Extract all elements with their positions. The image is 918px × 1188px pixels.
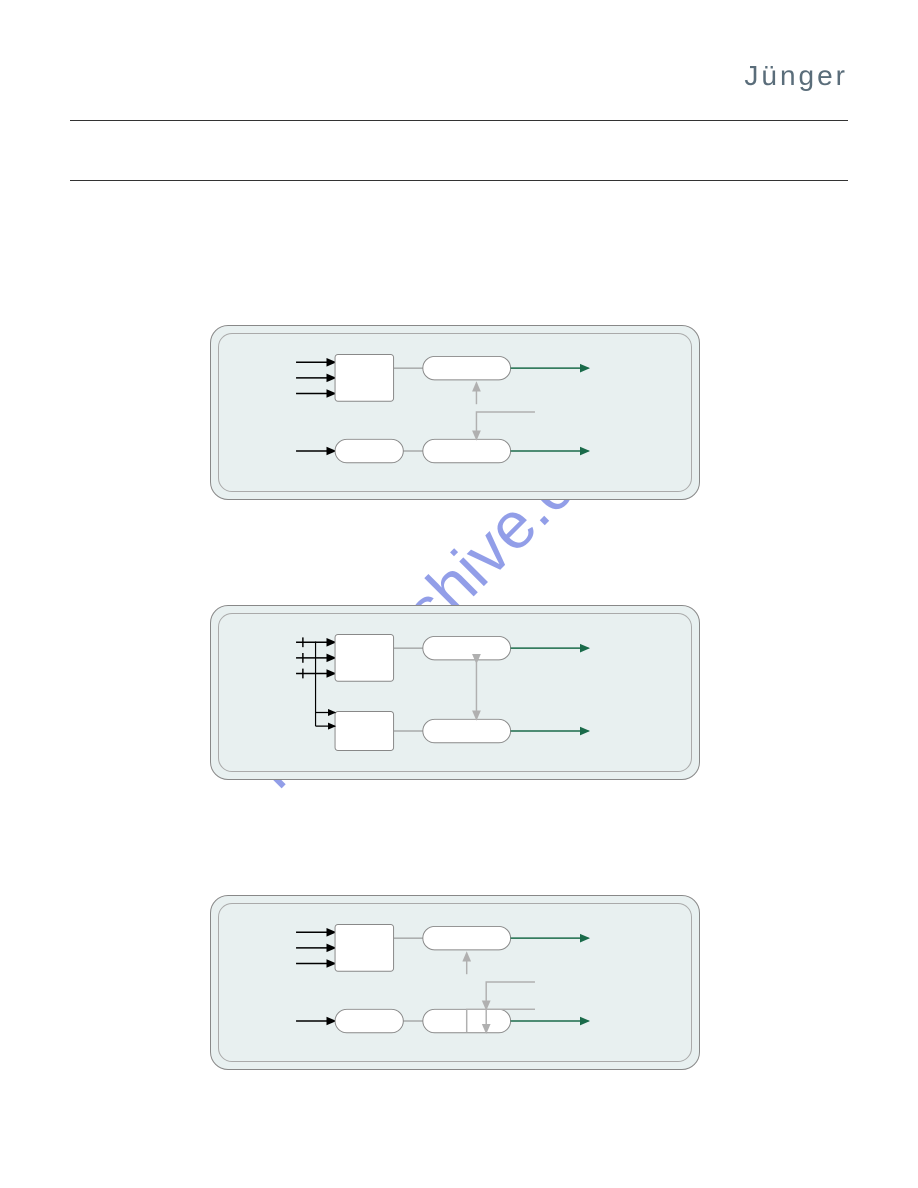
diagram-panel <box>210 605 700 780</box>
diagram-inner <box>218 613 692 772</box>
header-rule-1 <box>70 120 848 121</box>
diagram-inner <box>218 333 692 492</box>
diagram-panel <box>210 895 700 1070</box>
diagram-panel <box>210 325 700 500</box>
logo: Jünger <box>744 60 848 92</box>
diagram-inner <box>218 903 692 1062</box>
header-rule-2 <box>70 180 848 181</box>
